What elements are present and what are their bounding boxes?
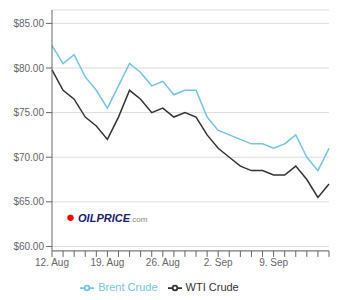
svg-text:$80.00: $80.00 — [13, 63, 44, 74]
svg-text:19. Aug: 19. Aug — [90, 257, 124, 268]
html-text:WTI Crude: WTI Crude — [185, 280, 239, 293]
svg-text:$85.00: $85.00 — [13, 18, 44, 29]
svg-text:9. Sep: 9. Sep — [259, 257, 288, 268]
svg-text:12. Aug: 12. Aug — [35, 257, 69, 268]
svg-text:$60.00: $60.00 — [13, 241, 44, 252]
svg-text:26. Aug: 26. Aug — [146, 257, 180, 268]
html-text:●OILPRICE.com: ●OILPRICE.com — [66, 208, 148, 225]
svg-text:$75.00: $75.00 — [13, 107, 44, 118]
svg-text:2. Sep: 2. Sep — [204, 257, 233, 268]
html-text:Brent Crude: Brent Crude — [98, 280, 158, 293]
svg-text:$65.00: $65.00 — [13, 196, 44, 207]
svg-text:$70.00: $70.00 — [13, 152, 44, 163]
